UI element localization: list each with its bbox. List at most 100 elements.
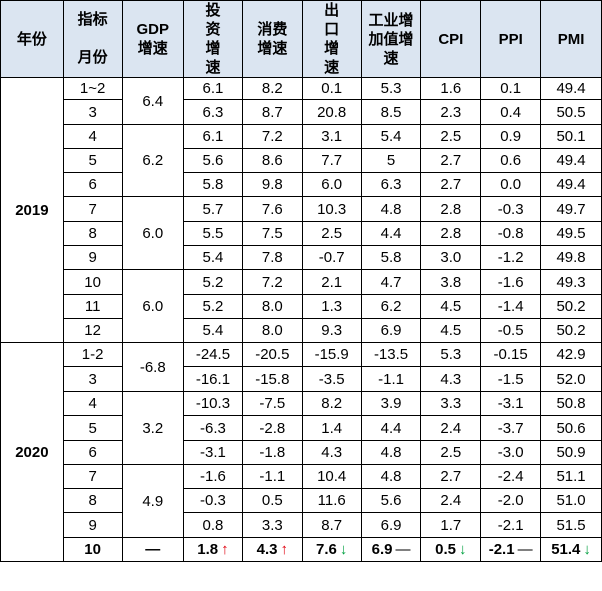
- industry-value: 6.9: [380, 322, 402, 339]
- header-cpi: CPI: [420, 0, 482, 78]
- gdp-cell: 6.0: [121, 196, 185, 270]
- export-value: 10.3: [317, 200, 347, 218]
- ppi-cell: -0.8: [480, 221, 542, 246]
- month-cell: 5: [62, 415, 123, 441]
- invest-value: -3.1: [200, 444, 226, 461]
- table-row: 5 -6.3 -2.8 1.4 4.4 2.4 -3.7 50.6: [1, 415, 602, 441]
- invest-value: 6.1: [202, 128, 224, 145]
- invest-cell: 5.6: [183, 148, 243, 173]
- consume-cell: -1.1: [241, 464, 303, 489]
- month-cell: 8: [62, 488, 123, 513]
- industry-value: 4.7: [380, 273, 402, 291]
- consume-value: 7.8: [261, 249, 283, 266]
- pmi-value: 50.5: [556, 103, 586, 121]
- export-cell: 4.3: [301, 440, 362, 465]
- consume-cell: 8.0: [241, 318, 303, 343]
- industry-value: -1.1: [378, 370, 404, 388]
- export-value: 3.1: [321, 128, 343, 145]
- export-cell: 10.4: [301, 464, 362, 489]
- export-value: -15.9: [314, 346, 349, 363]
- cpi-value: 5.3: [440, 346, 462, 363]
- industry-cell: 5: [360, 148, 422, 173]
- ppi-value: -2.0: [497, 492, 524, 509]
- consume-value: 7.2: [261, 273, 283, 291]
- pmi-value: 50.1: [556, 128, 586, 145]
- ppi-cell: -2.1—: [480, 537, 542, 562]
- export-cell: -3.5: [301, 366, 362, 392]
- industry-cell: 4.7: [360, 269, 422, 295]
- industry-cell: 5.3: [360, 77, 422, 100]
- cpi-cell: 4.5: [420, 294, 482, 319]
- month-cell: 12: [62, 318, 123, 343]
- industry-cell: 6.3: [360, 172, 422, 197]
- pmi-cell: 49.4: [540, 148, 602, 173]
- export-value: 1.3: [321, 298, 343, 315]
- ppi-value: -2.4: [497, 468, 524, 485]
- table-row: 2019 1~2 6.4 6.1 8.2 0.1 5.3 1.6 0.1 49.4: [0, 77, 602, 343]
- industry-cell: 8.5: [360, 99, 422, 125]
- industry-cell: 6.9: [360, 318, 422, 343]
- pmi-value: 49.4: [556, 80, 586, 97]
- month-cell: 6: [62, 172, 123, 197]
- invest-value: -0.3: [200, 492, 226, 509]
- month-cell: 4: [62, 391, 123, 416]
- month-cell: 10: [62, 537, 123, 562]
- pmi-value: 49.7: [556, 200, 586, 218]
- invest-cell: 6.1: [183, 124, 243, 149]
- pmi-cell: 52.0: [540, 366, 602, 392]
- invest-value: 5.4: [202, 249, 224, 266]
- invest-value: -6.3: [200, 419, 226, 437]
- invest-value: 5.7: [202, 200, 224, 218]
- ppi-value: -0.3: [497, 200, 524, 218]
- ppi-cell: -3.0: [480, 440, 542, 465]
- cpi-value: 3.3: [440, 395, 462, 412]
- month-cell: 1-2: [62, 342, 123, 367]
- export-value: 7.6: [316, 541, 337, 558]
- pmi-cell: 51.4 ↓: [540, 537, 602, 562]
- export-value: 4.3: [321, 444, 343, 461]
- invest-value: -16.1: [195, 370, 231, 388]
- cpi-cell: 1.7: [420, 512, 482, 538]
- pmi-value: 49.4: [556, 152, 586, 169]
- export-value: 6.0: [321, 176, 343, 193]
- invest-cell: -3.1: [183, 440, 243, 465]
- consume-cell: 7.8: [241, 245, 303, 270]
- cpi-value: 2.5: [440, 128, 462, 145]
- cpi-value: 2.5: [440, 444, 462, 461]
- cpi-value: 2.7: [440, 152, 462, 169]
- consume-value: -1.8: [259, 444, 286, 461]
- pmi-cell: 51.1: [540, 464, 602, 489]
- invest-cell: 6.3: [183, 99, 243, 125]
- down-arrow-icon: ↓: [339, 541, 348, 558]
- pmi-value: 50.9: [556, 444, 586, 461]
- pmi-cell: 50.2: [540, 318, 602, 343]
- cpi-cell: 2.7: [420, 148, 482, 173]
- consume-cell: 8.7: [241, 99, 303, 125]
- cpi-value: 2.7: [440, 468, 462, 485]
- invest-cell: 1.8 ↑: [183, 537, 243, 562]
- ppi-cell: 0.9: [480, 124, 542, 149]
- cpi-cell: 3.3: [420, 391, 482, 416]
- cpi-value: 0.5: [435, 541, 457, 558]
- consume-cell: -7.5: [241, 391, 303, 416]
- invest-value: 5.2: [202, 273, 224, 291]
- invest-value: 5.4: [202, 322, 224, 339]
- table-row: 9 0.8 3.3 8.7 6.9 1.7 -2.1 51.5: [1, 512, 602, 538]
- pmi-cell: 51.5: [540, 512, 602, 538]
- consume-value: -1.1: [259, 468, 286, 485]
- cpi-cell: 2.4: [420, 488, 482, 513]
- export-value: 8.2: [321, 395, 343, 412]
- ppi-value: -1.4: [497, 298, 524, 315]
- consume-cell: 8.0: [241, 294, 303, 319]
- up-arrow-icon: ↑: [221, 541, 229, 558]
- up-arrow-icon: ↑: [280, 541, 289, 558]
- header-indicator: 指标: [77, 11, 108, 28]
- ppi-value: -1.2: [497, 249, 524, 266]
- ppi-cell: -0.15: [480, 342, 542, 367]
- industry-cell: 4.8: [360, 440, 422, 465]
- header-export: 出口增速: [301, 0, 362, 78]
- header-month: 月份: [77, 49, 108, 66]
- consume-cell: 8.2: [241, 77, 303, 100]
- ppi-cell: -1.2: [480, 245, 542, 270]
- cpi-value: 2.4: [440, 419, 462, 437]
